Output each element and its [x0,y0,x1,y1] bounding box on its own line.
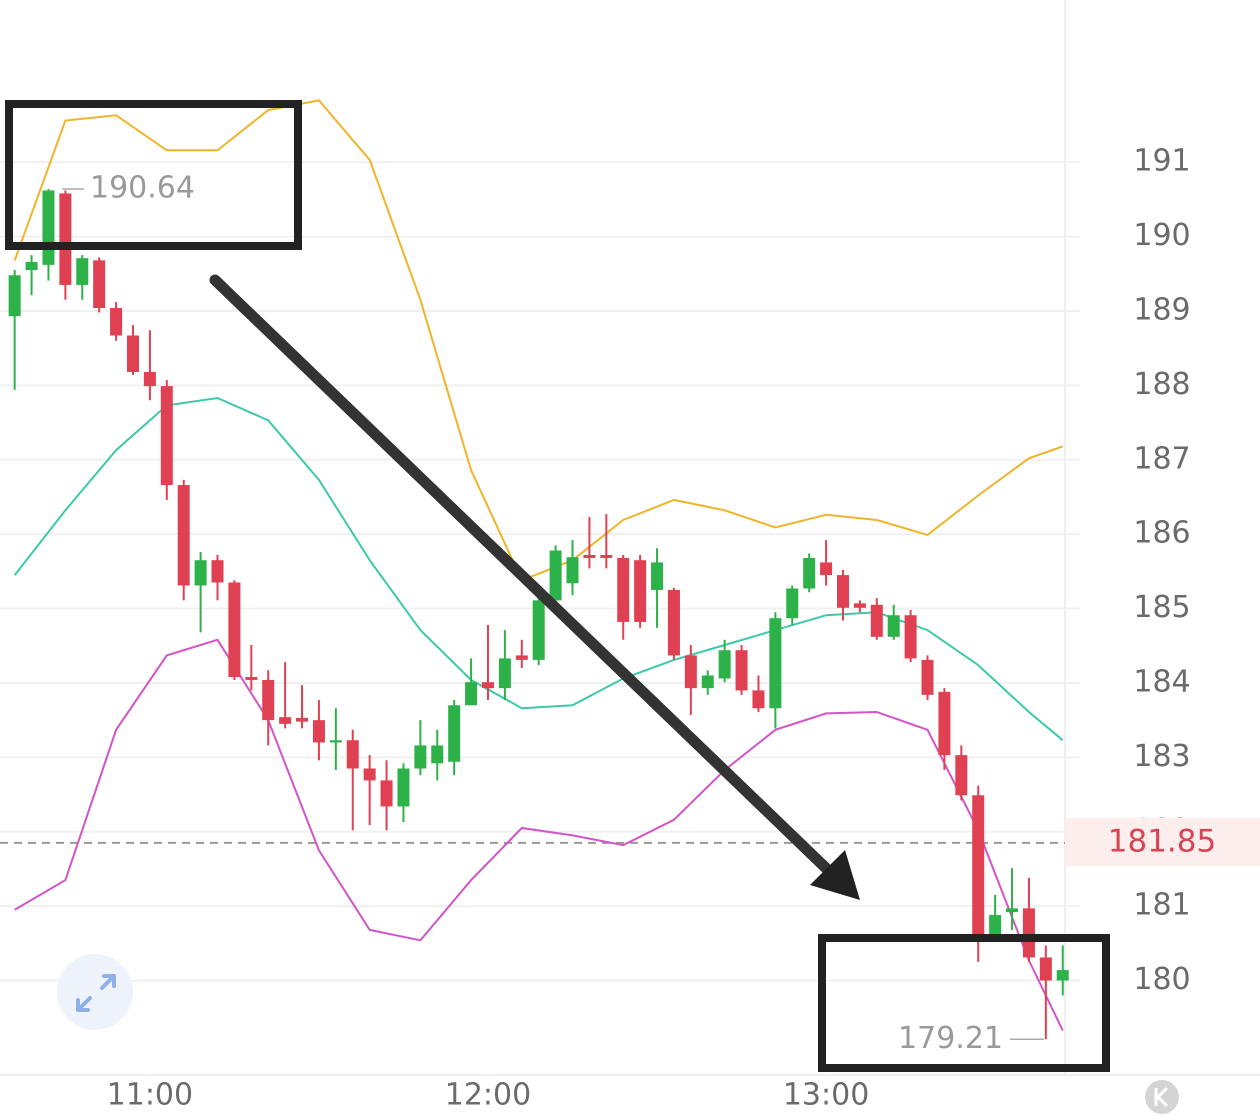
y-tick-label: 183 [1133,739,1190,774]
trend-arrow [209,274,836,878]
candle-body [448,705,461,762]
candle-body [414,745,427,769]
y-tick-label: 191 [1133,144,1190,179]
candle-body [769,618,782,709]
band-line [13,396,1064,741]
highlight-box [5,100,302,250]
candle-body [498,658,511,689]
candle-body [870,604,883,637]
candle-body [836,575,849,608]
candle-body [312,720,325,743]
candle-body [617,557,630,622]
candle-body [211,560,224,583]
candle-body [532,600,545,660]
candle-body [853,603,866,608]
y-tick-label: 187 [1133,441,1190,476]
x-tick-label: 11:00 [107,1078,193,1113]
candle-body [634,560,647,622]
candle-body [279,717,292,724]
candle-body [262,679,275,721]
y-tick-label: 185 [1133,590,1190,625]
last-price-label: 181.85 [1108,824,1216,860]
candle-body [296,717,309,722]
y-tick-label: 188 [1133,367,1190,402]
highlight-box [818,934,1110,1072]
candle-body [346,740,359,769]
candle-body [380,780,393,807]
expand-icon[interactable] [57,954,133,1030]
y-tick-label: 190 [1133,218,1190,253]
band-line [14,638,1064,1031]
candle-body [600,554,613,558]
candle-body [160,386,173,486]
candle-body [718,650,731,679]
candle-body [431,745,444,764]
candle-body [8,275,21,317]
candle-body [110,307,123,336]
y-tick-label: 181 [1133,888,1190,923]
candle-body [143,371,156,387]
candle-body [803,557,816,589]
y-tick-label: 184 [1133,664,1190,699]
candle-body [752,690,765,709]
arrow-head [810,850,860,900]
y-tick-label: 180 [1133,962,1190,997]
candle-body [955,755,968,796]
candle-body [904,615,917,659]
y-tick-label: 186 [1133,516,1190,551]
candle-body [93,260,106,308]
candle-body [1006,908,1019,913]
candle-body [42,190,55,265]
candle-body [126,335,139,372]
candle-body [25,261,38,271]
candle-body [651,562,664,590]
last-price-box [1065,818,1260,866]
candle-body [566,557,579,584]
candle-body [465,682,478,706]
k-button[interactable] [1145,1080,1179,1114]
high-marker-label: 190.64 [90,170,195,205]
plot: 18018118218318418518618718818919019111:0… [0,99,1191,1113]
candle-body [887,615,900,637]
candle-body [1022,908,1035,958]
candle-body [921,659,934,695]
low-marker-label: 179.21 [898,1021,1003,1056]
candle-body [1056,970,1069,981]
candle-body [481,682,494,689]
y-tick-label: 189 [1133,292,1190,327]
candle-body [820,562,833,576]
candle-body [228,582,241,677]
candle-body [989,915,1002,936]
candle-body [938,691,951,756]
candle-body [549,550,562,601]
x-tick-label: 13:00 [783,1078,869,1113]
candle-body [363,768,376,781]
candle-body [177,485,190,586]
candle-body [667,589,680,656]
candle-body [786,588,799,619]
band-line [13,99,1064,582]
candle-body [515,655,528,660]
candle-body [329,740,342,743]
candle-body [397,768,410,807]
x-tick-label: 12:00 [445,1078,531,1113]
candle-body [701,675,714,689]
candle-body [59,193,72,285]
candle-body [245,676,258,680]
candle-body [1039,957,1052,981]
candle-body [583,554,596,558]
candle-body [76,258,89,285]
candle-body [735,650,748,691]
candle-body [684,655,697,689]
candle-body [972,795,985,936]
candle-body [194,560,207,586]
